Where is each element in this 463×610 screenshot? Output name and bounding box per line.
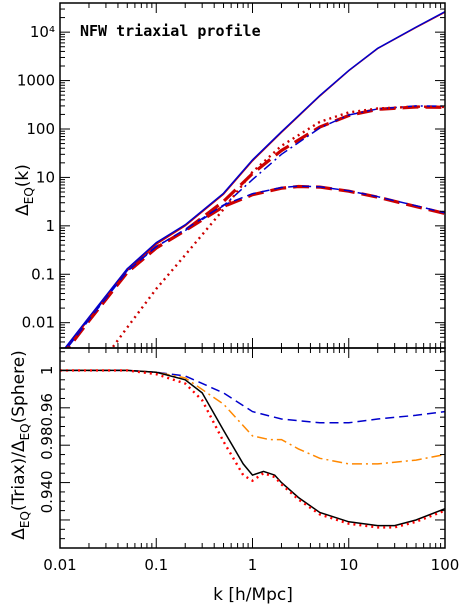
- bottom-series-1-line: [60, 369, 445, 465]
- top-ytick-label: 10⁴: [30, 23, 55, 41]
- top-series-0-line: [65, 11, 445, 348]
- bottom-ytick-label: 0.940: [38, 470, 56, 513]
- bottom-series-group: [60, 369, 445, 529]
- bottom-xtick-label: 100: [431, 556, 460, 574]
- top-series-2-line: [66, 105, 445, 348]
- top-series-4-line: [110, 105, 445, 348]
- top-ytick-label: 10: [36, 168, 55, 186]
- top-y-axis-label: ΔEQ(k): [13, 164, 36, 216]
- bottom-ytick-label: 1: [38, 366, 56, 376]
- top-ytick-label: 1: [45, 217, 55, 235]
- bottom-y-axis-label: ΔEQ(Triax)/ΔEQ(Sphere): [9, 350, 32, 540]
- top-ticks-group: 0.01 0.1 1 10 100 1000 10⁴: [17, 2, 446, 349]
- bottom-xtick-label: 10: [339, 556, 358, 574]
- bottom-xtick-label: 1: [248, 556, 258, 574]
- bottom-series-3-line: [60, 369, 445, 529]
- bottom-plot-frame: [59, 347, 446, 549]
- top-panel: 0.01 0.1 1 10 100 1000 10⁴ NFW triaxial profil…: [13, 2, 446, 349]
- top-series-group: [64, 11, 445, 348]
- top-series-3-line: [65, 105, 445, 348]
- x-axis-label: k [h/Mpc]: [213, 585, 293, 605]
- bottom-ytick-label: 0.980.96: [38, 393, 56, 460]
- top-series-5-line: [66, 184, 445, 348]
- top-series-6-line: [66, 185, 445, 348]
- bottom-panel: 1 0.980.96 0.940 0.01 0.1 1 10 100 ΔEQ(Triax)/Δ…: [9, 347, 459, 574]
- top-ytick-label: 0.1: [31, 265, 55, 283]
- bottom-xtick-label: 0.1: [144, 556, 168, 574]
- bottom-series-0-line: [60, 369, 445, 424]
- top-panel-title: NFW triaxial profile: [80, 22, 261, 40]
- bottom-xtick-label: 0.01: [43, 556, 76, 574]
- top-ytick-label: 1000: [17, 72, 55, 90]
- top-series-1-line: [64, 11, 445, 348]
- bottom-ticks-group: 1 0.980.96 0.940 0.01 0.1 1 10 100: [38, 348, 459, 574]
- bottom-series-2-line: [60, 369, 445, 527]
- top-ytick-label: 0.01: [22, 314, 55, 332]
- top-ytick-label: 100: [26, 120, 55, 138]
